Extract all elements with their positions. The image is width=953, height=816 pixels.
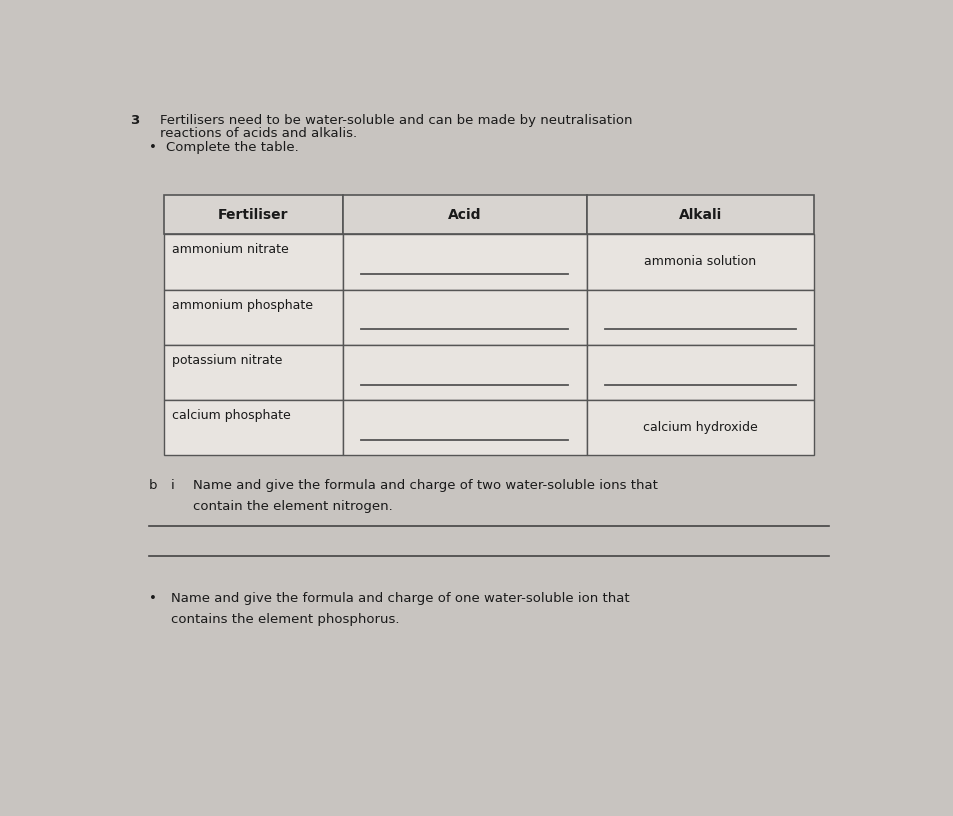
Text: contain the element nitrogen.: contain the element nitrogen. — [193, 500, 393, 513]
Text: Acid: Acid — [447, 208, 480, 222]
Bar — [164, 234, 342, 290]
Text: Name and give the formula and charge of two water-soluble ions that: Name and give the formula and charge of … — [193, 479, 658, 492]
Text: Complete the table.: Complete the table. — [166, 140, 298, 153]
Bar — [164, 345, 342, 400]
Text: contains the element phosphorus.: contains the element phosphorus. — [171, 613, 399, 626]
Text: Alkali: Alkali — [678, 208, 721, 222]
Text: •: • — [149, 592, 156, 605]
Bar — [342, 290, 586, 345]
Bar — [586, 290, 814, 345]
Text: •: • — [149, 140, 156, 153]
Text: ammonium phosphate: ammonium phosphate — [172, 299, 314, 312]
Bar — [586, 195, 814, 234]
Text: ammonia solution: ammonia solution — [643, 255, 756, 268]
Bar — [164, 400, 342, 455]
Text: reactions of acids and alkalis.: reactions of acids and alkalis. — [160, 127, 356, 140]
Bar — [164, 195, 342, 234]
Text: calcium hydroxide: calcium hydroxide — [642, 421, 757, 434]
Bar — [164, 290, 342, 345]
Bar — [342, 234, 586, 290]
Text: b: b — [149, 479, 157, 492]
Text: Fertilisers need to be water-soluble and can be made by neutralisation: Fertilisers need to be water-soluble and… — [160, 113, 632, 126]
Text: Fertiliser: Fertiliser — [217, 208, 288, 222]
Text: ammonium nitrate: ammonium nitrate — [172, 243, 289, 256]
Bar — [586, 345, 814, 400]
Text: i: i — [171, 479, 174, 492]
Text: calcium phosphate: calcium phosphate — [172, 409, 291, 422]
Bar — [342, 195, 586, 234]
Bar — [586, 400, 814, 455]
Text: potassium nitrate: potassium nitrate — [172, 354, 282, 367]
Bar — [342, 400, 586, 455]
Text: Name and give the formula and charge of one water-soluble ion that: Name and give the formula and charge of … — [171, 592, 629, 605]
Bar — [342, 345, 586, 400]
Text: 3: 3 — [131, 113, 139, 126]
Bar — [586, 234, 814, 290]
